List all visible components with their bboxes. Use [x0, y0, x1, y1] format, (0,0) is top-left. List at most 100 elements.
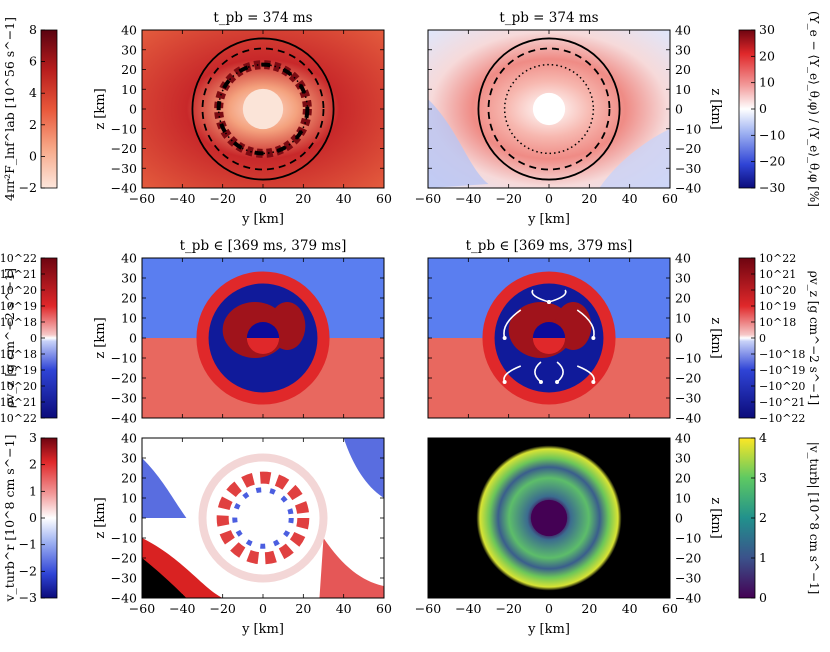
y-tick-label: −30 [675, 161, 701, 176]
red-ring [216, 471, 310, 565]
y-tick-label: 20 [675, 471, 691, 486]
y-tick-label: −40 [111, 181, 137, 196]
x-tick-label: 60 [662, 601, 678, 616]
colorbar-tick-label: 10^22 [759, 252, 796, 265]
colorbar-tick-label: −2 [19, 180, 37, 195]
red-patch [319, 538, 384, 598]
contour-dotted [217, 63, 309, 155]
y-tick-label: 10 [675, 82, 691, 97]
black-patch [142, 558, 187, 598]
x-tick-label: 20 [295, 601, 311, 616]
contour-dotted [503, 63, 595, 155]
colorbar-label: ρv_z [g cm^−2 s^−1] [2, 268, 17, 408]
x-tick-label: −40 [169, 191, 195, 206]
y-axis-label: z [km] [93, 497, 108, 538]
arrow-head [591, 336, 596, 340]
y-tick-label: −30 [111, 161, 137, 176]
y-tick-label: 20 [675, 291, 691, 306]
x-tick-label: 0 [545, 601, 553, 616]
flow-arrow [534, 361, 542, 383]
core [530, 499, 568, 537]
colorbar-tick-label: −10^18 [0, 348, 37, 361]
y-tick-label: −40 [111, 591, 137, 606]
x-tick-label: −40 [169, 601, 195, 616]
y-tick-label: −40 [111, 411, 137, 426]
y-tick-label: −40 [675, 181, 701, 196]
x-tick-label: 40 [336, 601, 352, 616]
panel-title: t_pb = 374 ms [213, 10, 312, 26]
colorbar-tick-label: 10^22 [0, 252, 37, 265]
colorbar-tick-label: 0 [759, 332, 766, 345]
colorbar-tick-label: 1 [29, 483, 37, 498]
arrow-head [591, 380, 596, 384]
y-tick-label: 10 [675, 491, 691, 506]
x-axis-label: y [km] [527, 622, 570, 637]
x-tick-label: 0 [259, 191, 267, 206]
arrow-head [502, 380, 507, 384]
x-tick-label: −60 [415, 601, 441, 616]
colorbar-tick-label: 3 [29, 430, 37, 445]
y-tick-label: 30 [675, 271, 691, 286]
x-tick-label: −20 [495, 191, 521, 206]
y-tick-label: 40 [675, 251, 691, 266]
core [242, 88, 284, 130]
y-tick-label: 0 [129, 511, 137, 526]
y-tick-label: 30 [675, 451, 691, 466]
blue-patch [343, 438, 384, 498]
x-tick-label: −60 [129, 191, 155, 206]
colorbar-label: ρv_z [g cm^−2 s^−1] [807, 271, 821, 405]
colorbar-tick-label: 2 [29, 457, 37, 472]
colorbar-tick-label: 20 [759, 48, 775, 63]
flow-arrow [503, 309, 522, 339]
blue-region [428, 99, 489, 188]
y-tick-label: 30 [121, 42, 137, 57]
arrow-head [502, 336, 507, 340]
colorbar-tick-label: 0 [29, 148, 37, 163]
y-tick-label: −10 [675, 531, 701, 546]
y-tick-label: 40 [121, 431, 137, 446]
colorbar-tick-label: 0 [759, 590, 767, 605]
panel-middle-right: 40 30 20 10 0 −10 −20 −30 −40 z [km] t_pb ∈ [369 m… [427, 238, 821, 426]
panel-middle-left: 40 30 20 10 0 −10 −20 −30 −40 z [km] t_pb ∈ [369 m… [0, 238, 385, 426]
colorbar-tick-label: 10^19 [0, 300, 37, 313]
colorbar-tick-label: 0 [30, 332, 37, 345]
contour-solid [191, 37, 335, 181]
y-tick-label: −40 [675, 411, 701, 426]
y-tick-label: −30 [111, 391, 137, 406]
y-tick-label: 20 [121, 471, 137, 486]
y-tick-label: −20 [675, 371, 701, 386]
x-tick-label: 20 [295, 191, 311, 206]
colorbar-tick-label: 10^21 [759, 268, 796, 281]
contour-dashed [201, 47, 325, 171]
y-tick-label: −20 [111, 141, 137, 156]
x-tick-label: 20 [581, 191, 597, 206]
core-bottom [532, 338, 566, 355]
x-tick-label: −20 [209, 191, 235, 206]
heatmap-image [142, 30, 384, 188]
y-tick-label: 10 [675, 311, 691, 326]
x-tick-label: 40 [622, 191, 638, 206]
y-tick-label: −30 [675, 571, 701, 586]
y-tick-label: 40 [675, 23, 691, 38]
colorbar-tick-label: 10^20 [0, 284, 37, 297]
colorbar-tick-label: −10^22 [759, 412, 805, 425]
x-tick-label: 40 [622, 601, 638, 616]
y-tick-label: 40 [121, 251, 137, 266]
y-axis-label: z [km] [93, 88, 108, 129]
blue-patch [142, 458, 187, 518]
colorbar-tick-label: 6 [29, 54, 37, 69]
colorbar-tick-label: −20 [759, 154, 785, 169]
x-tick-label: 0 [259, 601, 267, 616]
colorbar-tick-label: −3 [19, 590, 37, 605]
flow-arrow [576, 309, 595, 339]
arrow-head [538, 380, 543, 384]
blue-ring [232, 487, 294, 549]
flow-arrow [556, 361, 564, 383]
colorbar-label: |v_turb| [10^8 cm s^−1] [807, 442, 821, 595]
x-tick-label: 0 [545, 191, 553, 206]
colorbar-tick-label: −2 [19, 563, 37, 578]
heatmap-image [142, 438, 384, 598]
core [532, 92, 566, 126]
pale-ring [198, 453, 328, 583]
